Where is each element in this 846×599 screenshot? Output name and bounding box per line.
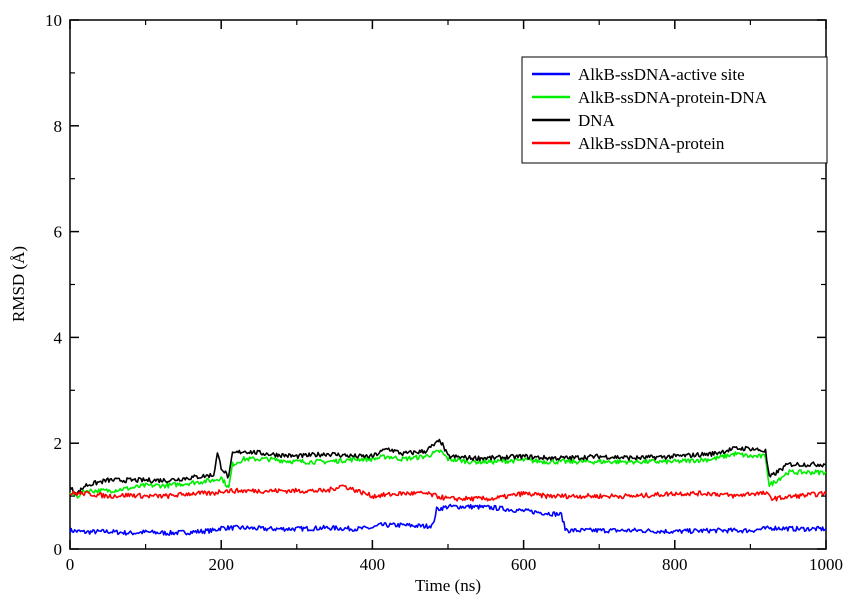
series-line-1 [69,449,827,499]
series-line-2 [69,438,827,496]
legend-label-1: AlkB-ssDNA-protein-DNA [578,88,768,107]
series-layer [69,438,827,536]
x-tick-label-4: 800 [662,555,688,574]
legend-label-2: DNA [578,111,616,130]
y-tick-label-4: 8 [54,117,63,136]
y-tick-label-5: 10 [45,11,62,30]
legend: AlkB-ssDNA-active site AlkB-ssDNA-protein… [521,56,828,164]
y-tick-label-0: 0 [54,540,63,559]
x-tick-label-1: 200 [208,555,234,574]
y-tick-label-2: 4 [54,328,63,347]
y-tick-label-1: 2 [54,434,63,453]
x-tick-label-3: 600 [511,555,537,574]
series-line-3 [69,484,827,502]
y-axis-title: RMSD (Å) [9,246,28,322]
legend-label-0: AlkB-ssDNA-active site [578,65,745,84]
series-line-0 [69,503,827,536]
legend-box [521,56,828,164]
x-tick-label-0: 0 [66,555,75,574]
x-axis-title: Time (ns) [415,576,481,595]
ticks-layer: 0 200 400 600 800 1000 0 2 4 6 8 10 [45,11,843,574]
legend-label-3: AlkB-ssDNA-protein [578,134,725,153]
x-tick-label-5: 1000 [809,555,843,574]
x-tick-label-2: 400 [360,555,386,574]
y-tick-label-3: 6 [54,223,63,242]
